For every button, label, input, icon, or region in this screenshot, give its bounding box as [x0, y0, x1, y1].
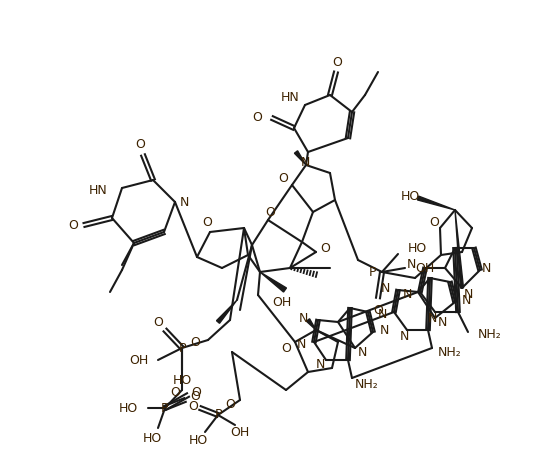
Text: NH₂: NH₂ — [438, 346, 462, 358]
Text: N: N — [296, 337, 306, 350]
Text: OH: OH — [273, 295, 291, 309]
Text: O: O — [191, 385, 201, 399]
Text: O: O — [190, 391, 200, 403]
Text: N: N — [381, 282, 390, 294]
Text: O: O — [332, 55, 342, 69]
Text: N: N — [300, 156, 310, 170]
Text: N: N — [407, 257, 416, 271]
Text: O: O — [278, 172, 288, 184]
Text: O: O — [153, 316, 163, 328]
Text: O: O — [68, 219, 78, 231]
Text: HO: HO — [188, 434, 208, 447]
Text: O: O — [281, 341, 291, 355]
Text: N: N — [315, 358, 325, 372]
Text: HO: HO — [173, 374, 191, 386]
Text: N: N — [427, 311, 437, 325]
Text: HO: HO — [143, 431, 162, 445]
Text: O: O — [190, 336, 200, 348]
Text: HO: HO — [408, 241, 427, 255]
Text: O: O — [320, 241, 330, 255]
Text: N: N — [462, 293, 471, 307]
Polygon shape — [260, 272, 286, 292]
Text: HO: HO — [400, 191, 420, 203]
Text: N: N — [180, 195, 189, 209]
Text: O: O — [429, 216, 439, 228]
Text: OH: OH — [415, 262, 434, 274]
Text: HN: HN — [88, 183, 107, 197]
Text: HN: HN — [281, 91, 300, 103]
Polygon shape — [306, 319, 316, 330]
Text: O: O — [252, 110, 262, 124]
Polygon shape — [455, 210, 463, 288]
Text: NH₂: NH₂ — [355, 379, 379, 392]
Text: N: N — [299, 311, 308, 325]
Text: N: N — [463, 289, 473, 301]
Text: O: O — [135, 138, 145, 152]
Text: N: N — [437, 316, 447, 328]
Text: N: N — [377, 308, 387, 320]
Text: O: O — [373, 303, 383, 317]
Text: P: P — [369, 265, 376, 279]
Polygon shape — [294, 151, 306, 165]
Text: N: N — [357, 346, 367, 358]
Polygon shape — [417, 196, 455, 210]
Polygon shape — [216, 300, 237, 323]
Text: O: O — [170, 385, 180, 399]
Text: N: N — [399, 329, 408, 343]
Text: N: N — [482, 262, 491, 274]
Text: O: O — [202, 216, 212, 228]
Text: N: N — [380, 323, 390, 337]
Text: O: O — [188, 400, 198, 412]
Text: HO: HO — [119, 401, 138, 414]
Text: O: O — [265, 206, 275, 219]
Text: N: N — [402, 288, 412, 301]
Text: P: P — [214, 409, 222, 421]
Text: P: P — [178, 341, 186, 355]
Text: OH: OH — [129, 354, 148, 366]
Text: OH: OH — [230, 426, 250, 438]
Text: P: P — [162, 401, 169, 414]
Text: NH₂: NH₂ — [478, 328, 502, 341]
Text: O: O — [225, 399, 235, 411]
